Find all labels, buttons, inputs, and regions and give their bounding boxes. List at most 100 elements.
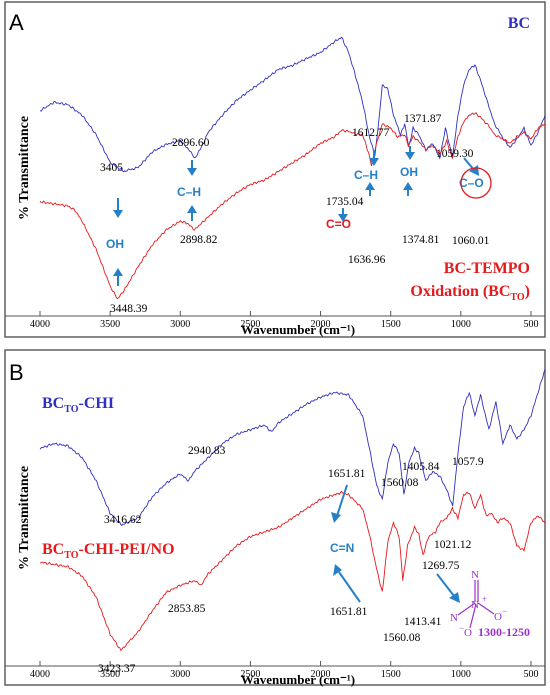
- charge-label: −: [502, 606, 507, 616]
- panel-a-x-axis-label: Wavenumber (cm⁻¹): [241, 322, 355, 337]
- peak-label: 1735.04: [326, 196, 364, 208]
- x-tick-label: 2500: [240, 319, 260, 330]
- x-tick-label: 2500: [240, 669, 260, 680]
- arrow-icon: [338, 571, 361, 603]
- x-tick-label: 1500: [381, 319, 401, 330]
- series-name-end: -CHI: [79, 395, 115, 412]
- peak-label: 2898.82: [180, 234, 218, 246]
- peak-label: 1651.81: [330, 606, 368, 618]
- peak-label: 1374.81: [402, 234, 440, 246]
- peak-label: 1269.75: [422, 560, 460, 572]
- series-name-bc-tempo-line1: BC-TEMPO: [444, 260, 530, 277]
- peak-label: 3405: [100, 162, 123, 174]
- series-name-sub: TO: [510, 292, 524, 303]
- series-name-bc-tempo-line2: Oxidation (BCTO): [410, 283, 530, 303]
- peak-label: 3448.39: [110, 303, 148, 315]
- peak-label: 1371.87: [404, 113, 442, 125]
- peak-label: 1060.01: [452, 235, 490, 247]
- bond: [457, 602, 476, 616]
- peak-label: 1057.9: [452, 456, 484, 468]
- series-name-base: BC: [42, 395, 64, 412]
- peak-label: 1021.12: [434, 539, 472, 551]
- panel-b-x-axis-label: Wavenumber (cm⁻¹): [241, 672, 355, 687]
- arrow-icon: [333, 564, 342, 576]
- panel-a-frame: [4, 1, 546, 338]
- x-tick-label: 3500: [100, 319, 120, 330]
- peak-label: 3423.37: [98, 663, 136, 675]
- bond: [469, 603, 477, 629]
- peak-label: 1059.30: [436, 148, 474, 160]
- series-name-sub: TO: [64, 404, 78, 415]
- panel-b: B % Transmittance Wavenumber (cm⁻¹) 4000…: [4, 349, 546, 687]
- charge-label: −: [459, 623, 464, 633]
- group-label-ch: C–H: [354, 168, 378, 182]
- series-name-bcto-chi: BCTO-CHI: [42, 395, 114, 415]
- group-label-c-double-o: C=O: [326, 217, 351, 231]
- x-tick-label: 500: [523, 669, 538, 680]
- series-name-end: ): [525, 283, 530, 300]
- peak-label: 1560.08: [383, 632, 421, 644]
- atom-label: N: [471, 569, 479, 581]
- group-label-oh: OH: [106, 237, 124, 251]
- series-name-bcto-chi-pei-no: BCTO-CHI-PEI/NO: [42, 541, 175, 561]
- peak-label: 2940.83: [188, 445, 226, 457]
- panel-b-frame: [4, 349, 546, 686]
- x-tick-label: 500: [523, 319, 538, 330]
- spectrum-line-blue: [39, 369, 546, 527]
- atom-label: O: [464, 627, 472, 639]
- arrow-icon: [113, 210, 123, 218]
- x-tick-label: 4000: [30, 669, 50, 680]
- peak-label: 2853.85: [168, 603, 206, 615]
- x-tick-label: 2000: [311, 669, 331, 680]
- panel-b-x-ticks: 4000 3500 3000 2500 2000 1500 1000 500: [5, 661, 545, 680]
- x-tick-label: 1500: [381, 669, 401, 680]
- peak-label: 3416.62: [104, 514, 142, 526]
- peak-label: 1612.77: [352, 127, 390, 139]
- arrow-icon: [331, 512, 341, 523]
- x-tick-label: 4000: [30, 319, 50, 330]
- x-tick-label: 1000: [451, 319, 471, 330]
- arrow-icon: [365, 182, 375, 190]
- atom-label: N: [471, 599, 479, 611]
- arrow-icon: [403, 182, 413, 190]
- arrow-icon: [436, 573, 455, 597]
- bond: [477, 602, 495, 615]
- panel-a-series: [39, 36, 546, 300]
- spectrum-line-blue: [39, 36, 546, 173]
- charge-label: +: [482, 594, 487, 604]
- panel-a-label: A: [9, 10, 24, 35]
- wavenumber-range-label: 1300-1250: [478, 625, 530, 639]
- group-label-co: C–O: [459, 176, 484, 190]
- spectrum-line-red: [39, 112, 546, 300]
- arrow-icon: [369, 158, 379, 166]
- x-tick-label: 3000: [170, 319, 190, 330]
- arrow-icon: [187, 168, 197, 176]
- peak-label: 1413.41: [404, 616, 442, 628]
- functional-group-structure: N N N O O + − − 1300-1250: [450, 569, 530, 639]
- arrow-icon: [338, 214, 348, 222]
- peak-label: 1636.96: [348, 254, 386, 266]
- peak-label: 1560.08: [381, 477, 419, 489]
- arrow-icon: [449, 592, 460, 603]
- group-label-oh: OH: [400, 165, 418, 179]
- x-tick-label: 1000: [451, 669, 471, 680]
- annotation-arrows-a: [113, 146, 492, 286]
- series-name-bc: BC: [508, 15, 530, 32]
- series-name-sub: TO: [64, 550, 78, 561]
- peak-label: 1405.84: [402, 461, 440, 473]
- group-label-c-double-n: C=N: [330, 541, 354, 555]
- arrow-icon: [113, 268, 123, 276]
- panel-a-y-axis-label: % Transmittance: [17, 116, 32, 220]
- panel-b-y-axis-label: % Transmittance: [17, 466, 32, 570]
- atom-label: N: [450, 612, 458, 624]
- highlight-circle: [460, 167, 492, 199]
- atom-label: O: [494, 611, 502, 623]
- arrow-icon: [336, 484, 348, 517]
- arrow-icon: [187, 205, 197, 213]
- panel-a: A % Transmittance Wavenumber (cm⁻¹) 4000…: [4, 1, 546, 338]
- series-name-end: -CHI-PEI/NO: [79, 541, 175, 558]
- spectrum-line-red: [39, 490, 546, 652]
- panel-a-x-ticks: 4000 3500 3000 2500 2000 1500 1000 500: [5, 311, 545, 330]
- annotation-arrows-b: [331, 484, 460, 603]
- panel-b-label: B: [9, 360, 24, 385]
